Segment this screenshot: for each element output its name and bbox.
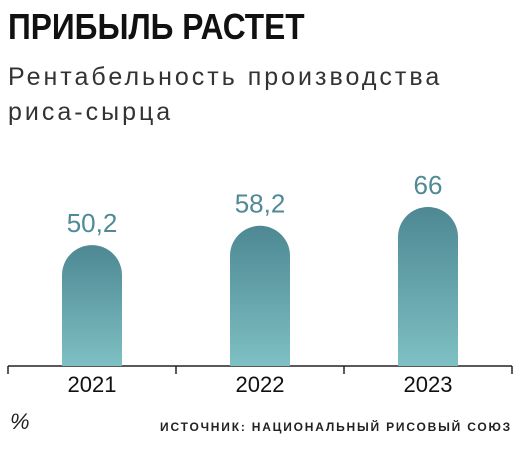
- x-tick-label: 2021: [68, 372, 117, 397]
- chart-subtitle: Рентабельность производства риса-сырца: [8, 63, 443, 126]
- value-label: 58,2: [235, 189, 286, 219]
- chart-title: ПРИБЫЛЬ РАСТЕТ: [8, 6, 305, 47]
- value-label: 50,2: [67, 208, 118, 238]
- source: ИСТОЧНИК: НАЦИОНАЛЬНЫЙ РИСОВЫЙ СОЮЗ: [160, 419, 512, 434]
- unit: %: [10, 409, 30, 434]
- bar: [230, 225, 290, 366]
- x-tick-label: 2022: [236, 372, 285, 397]
- value-label: 66: [414, 170, 443, 200]
- bar: [62, 245, 122, 366]
- bar: [398, 207, 458, 366]
- x-tick-label: 2023: [404, 372, 453, 397]
